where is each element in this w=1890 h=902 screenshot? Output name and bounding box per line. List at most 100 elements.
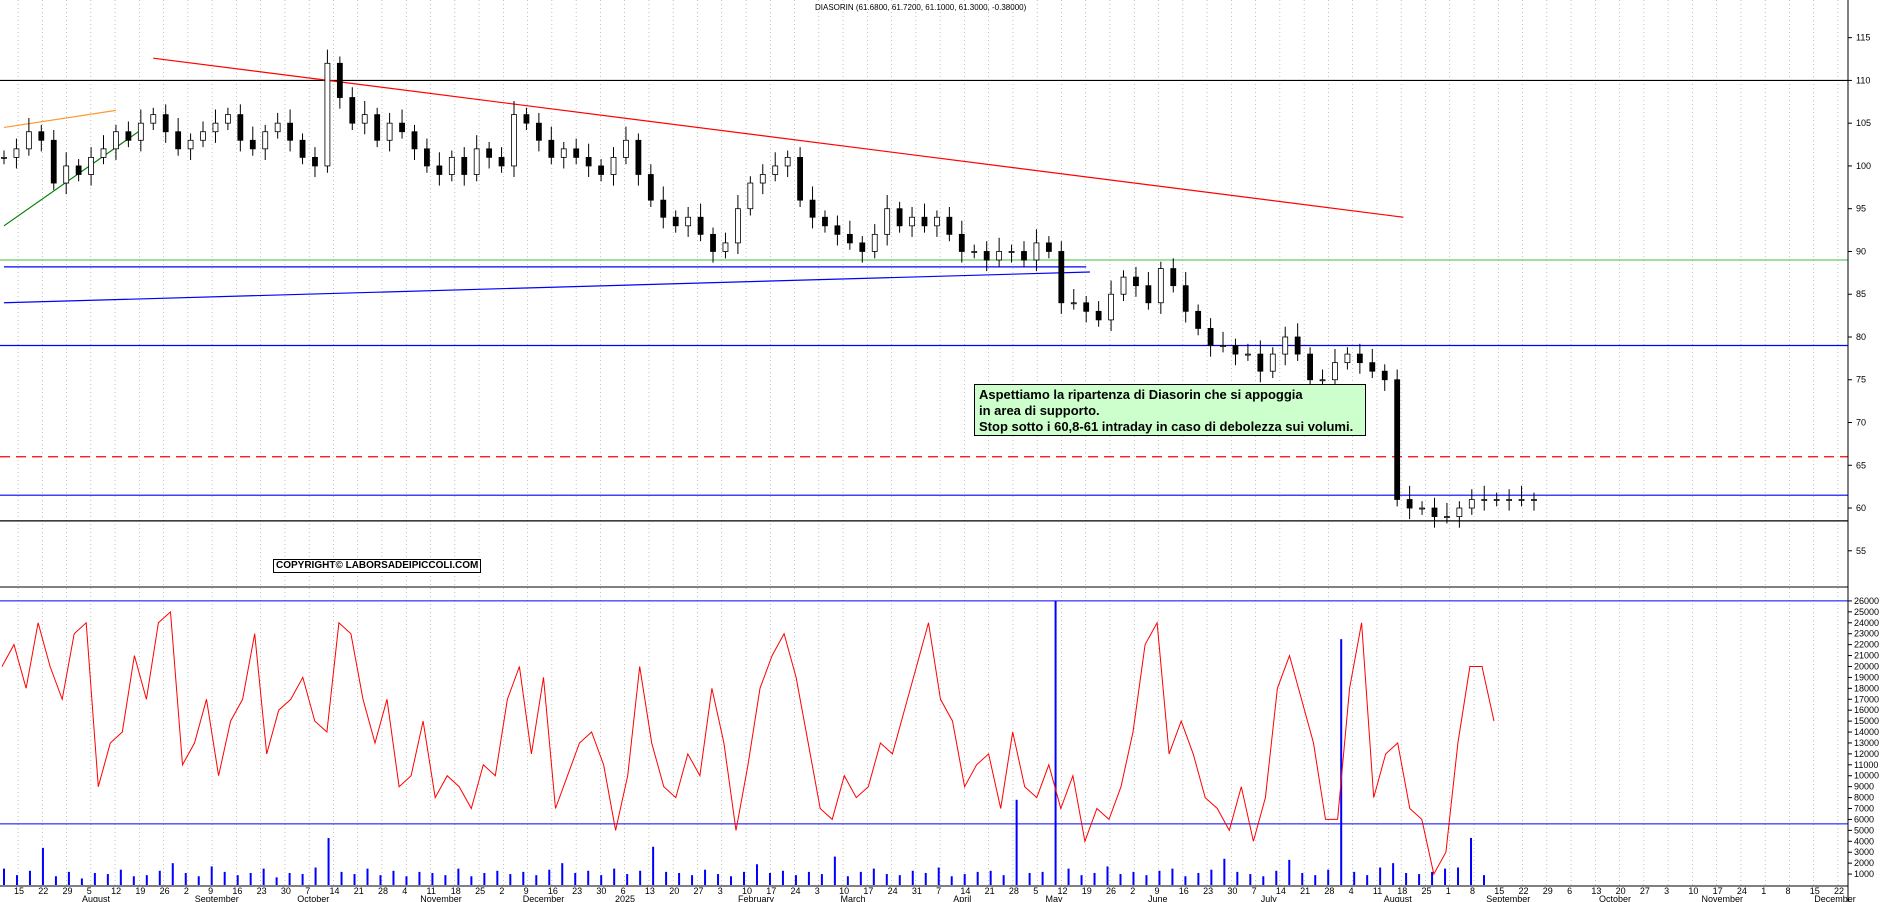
osc-y-tick-label: 8000 — [1854, 793, 1874, 803]
x-tick-label: 11 — [427, 886, 436, 896]
volume-bar — [1236, 871, 1239, 885]
volume-bar — [1249, 874, 1252, 885]
volume-bar — [755, 864, 758, 885]
candle — [200, 131, 206, 141]
y-tick-label: 60 — [1856, 503, 1866, 513]
volume-bar — [639, 870, 642, 885]
volume-bar — [1314, 875, 1317, 885]
x-tick-label: 8 — [1470, 886, 1475, 896]
candle — [274, 122, 281, 133]
oscillator-panel — [0, 600, 1848, 885]
x-tick-label: 23 — [257, 886, 267, 896]
month-label: March — [841, 894, 866, 902]
month-label: November — [1702, 894, 1744, 902]
volume-bar — [1002, 875, 1005, 885]
candle — [1419, 507, 1425, 510]
candle — [1369, 362, 1376, 372]
volume-bar — [600, 875, 603, 885]
candle — [113, 131, 119, 150]
candle — [399, 122, 405, 133]
volume-bar — [158, 870, 161, 885]
y-tick-label: 115 — [1856, 33, 1870, 43]
x-tick-label: 3 — [815, 886, 820, 896]
volume-bar — [106, 874, 109, 885]
candle — [299, 139, 306, 158]
volume-bar — [119, 869, 122, 885]
volume-bar — [327, 838, 330, 885]
candle — [1045, 242, 1052, 252]
volume-bar — [288, 872, 291, 885]
x-tick-label: 5 — [87, 886, 92, 896]
osc-y-tick-label: 13000 — [1854, 738, 1879, 748]
x-tick-label: 19 — [1082, 886, 1092, 896]
x-tick-label: 26 — [160, 886, 170, 896]
candle — [225, 114, 231, 124]
x-tick-label: 16 — [548, 886, 558, 896]
candle — [710, 233, 716, 252]
candle — [560, 148, 567, 158]
volume-bar — [587, 870, 590, 885]
candle — [1008, 251, 1015, 253]
volume-bar — [1028, 872, 1031, 885]
candle — [1381, 370, 1388, 381]
candle — [1120, 276, 1127, 295]
candle — [1518, 499, 1525, 501]
x-tick-label: 13 — [1591, 886, 1601, 896]
candle — [1319, 379, 1326, 382]
candle — [448, 156, 455, 175]
x-tick-label: 5 — [1033, 886, 1038, 896]
month-label: May — [1046, 894, 1064, 902]
candle — [523, 114, 530, 124]
month-label: June — [1148, 894, 1168, 902]
volume-bar — [444, 875, 447, 885]
osc-y-tick-label: 11000 — [1854, 760, 1878, 770]
candle — [1058, 251, 1065, 304]
x-tick-label: 31 — [912, 886, 922, 896]
candle — [822, 216, 828, 227]
candle — [125, 131, 132, 141]
candle — [884, 208, 891, 235]
volume-bar — [275, 877, 278, 885]
x-tick-label: 2 — [184, 886, 189, 896]
volume-bar — [1483, 875, 1485, 885]
osc-y-tick-label: 20000 — [1854, 661, 1879, 671]
volume-bar — [859, 871, 862, 885]
trendline — [3, 271, 1090, 304]
candle — [1157, 268, 1164, 304]
candle — [1332, 362, 1338, 381]
annotation-line-1: Aspettiamo la ripartenza di Diasorin che… — [979, 387, 1303, 402]
volume-bar — [743, 871, 745, 885]
x-tick-label: 24 — [1737, 886, 1747, 896]
candle — [672, 216, 679, 227]
month-label: 2025 — [615, 894, 635, 902]
candle — [921, 216, 928, 227]
candle — [374, 114, 381, 141]
x-tick-label: 10 — [1688, 886, 1698, 896]
x-tick-label: 22 — [1519, 886, 1529, 896]
candle — [1269, 353, 1276, 372]
candle — [797, 156, 803, 201]
x-tick-label: 14 — [329, 886, 339, 896]
month-label: September — [1486, 894, 1530, 902]
candle — [1431, 507, 1438, 517]
volume-bar — [691, 875, 694, 885]
volume-bar — [132, 876, 135, 885]
candle — [784, 156, 791, 167]
x-tick-label: 16 — [232, 886, 242, 896]
volume-bar — [1106, 866, 1109, 885]
x-tick-label: 15 — [14, 886, 24, 896]
volume-bar — [1119, 874, 1122, 885]
x-tick-label: 17 — [863, 886, 873, 896]
candle — [498, 156, 505, 167]
candle — [262, 131, 269, 150]
y-tick-label: 80 — [1856, 332, 1866, 342]
candle — [685, 216, 692, 227]
candle — [548, 139, 555, 158]
osc-y-tick-label: 1000 — [1854, 869, 1874, 879]
volume-bar — [1210, 869, 1213, 885]
candle — [175, 131, 182, 150]
volume-bar — [353, 874, 356, 885]
candle — [1195, 310, 1202, 329]
osc-y-tick-label: 10000 — [1854, 771, 1879, 781]
